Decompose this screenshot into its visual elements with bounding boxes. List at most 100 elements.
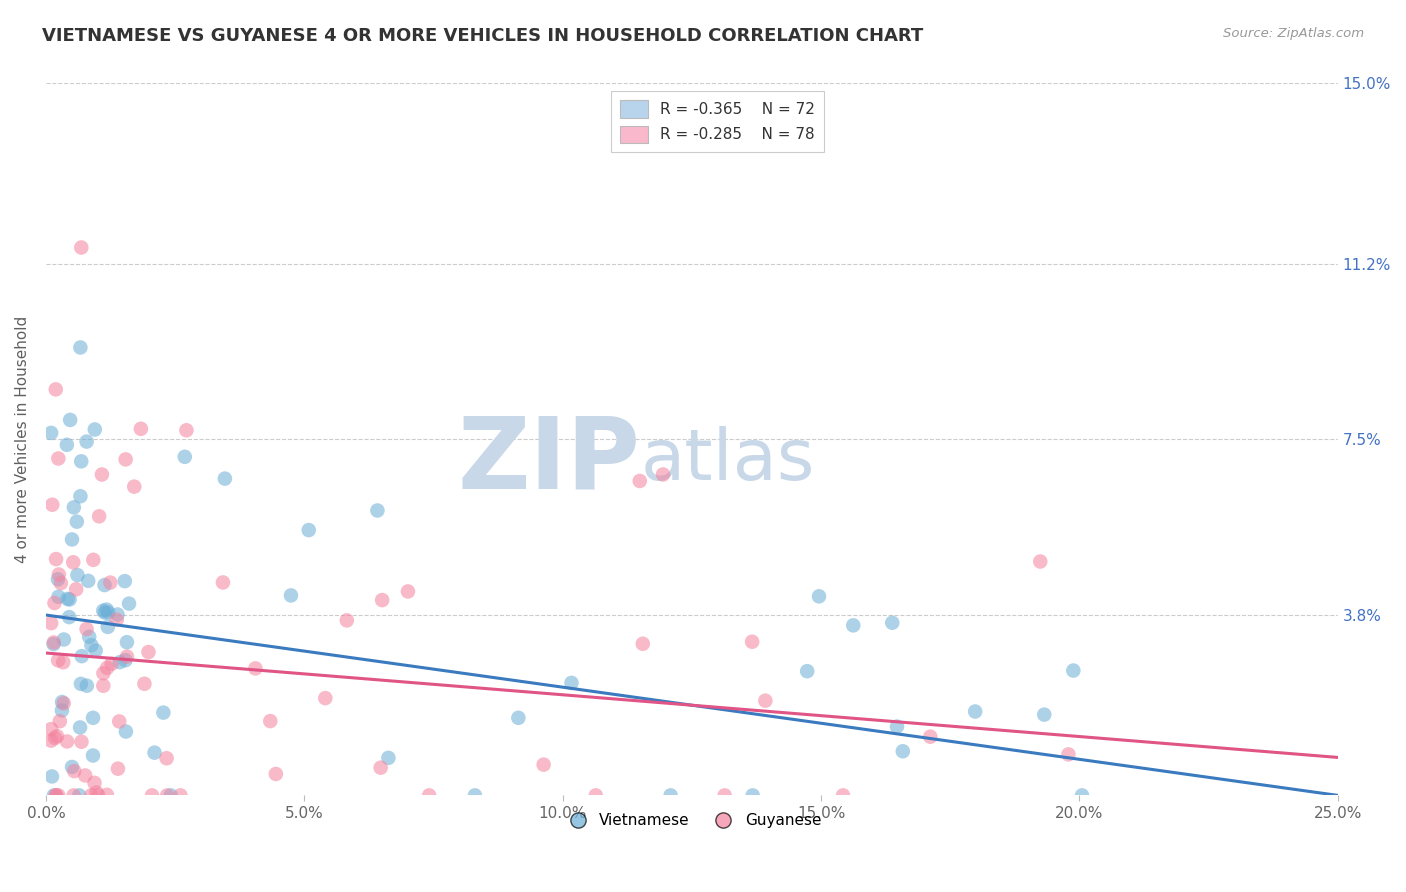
Point [98,575,121,590]
Point [212,575,235,590]
Point [91,604,114,618]
Point [891,744,914,758]
Point [96,788,118,802]
Point [93,578,115,592]
Point [508,711,530,725]
Point [48,590,70,604]
Point [176,423,198,437]
Point [56,438,79,452]
Point [59,413,82,427]
Point [107,762,129,776]
Point [366,503,388,517]
Point [138,645,160,659]
Point [114,574,136,588]
Point [115,724,138,739]
Legend: Vietnamese, Guyanese: Vietnamese, Guyanese [557,806,827,834]
Point [82,748,104,763]
Point [156,751,179,765]
Point [652,467,675,482]
Point [66,568,89,582]
Point [842,618,865,632]
Point [370,761,392,775]
Point [39,425,62,440]
Point [62,789,84,803]
Point [46,451,69,466]
Point [418,789,440,803]
Point [70,454,93,468]
Point [45,552,67,566]
Point [628,474,651,488]
Text: atlas: atlas [640,426,814,495]
Point [66,515,89,529]
Point [91,679,114,693]
Point [41,769,63,783]
Point [41,498,63,512]
Point [173,450,195,464]
Point [741,789,763,803]
Point [49,576,72,591]
Point [39,616,62,631]
Point [796,664,818,678]
Point [45,789,67,803]
Point [46,653,69,667]
Point [70,735,93,749]
Point [965,705,987,719]
Point [115,649,138,664]
Point [65,582,87,597]
Point [533,757,555,772]
Point [70,240,93,254]
Point [69,489,91,503]
Point [83,776,105,790]
Point [83,422,105,436]
Point [832,789,855,803]
Point [48,789,70,803]
Point [336,614,359,628]
Point [87,789,110,803]
Point [67,789,90,803]
Point [49,714,72,729]
Point [52,655,75,669]
Point [1057,747,1080,762]
Y-axis label: 4 or more Vehicles in Household: 4 or more Vehicles in Household [15,316,30,563]
Point [143,746,166,760]
Point [44,731,66,745]
Point [82,711,104,725]
Text: ZIP: ZIP [457,412,640,509]
Point [63,764,86,778]
Point [58,610,80,624]
Point [60,533,83,547]
Point [105,613,128,627]
Point [214,472,236,486]
Point [156,789,179,803]
Point [52,632,75,647]
Point [585,789,607,803]
Point [46,729,69,743]
Point [100,657,122,671]
Point [45,383,67,397]
Point [152,706,174,720]
Point [76,622,98,636]
Point [77,574,100,588]
Point [76,434,98,449]
Point [82,553,104,567]
Point [886,720,908,734]
Point [69,341,91,355]
Point [69,721,91,735]
Point [42,637,65,651]
Point [377,751,399,765]
Point [396,584,419,599]
Point [60,760,83,774]
Point [94,606,117,620]
Point [39,722,62,736]
Point [90,467,112,482]
Point [96,602,118,616]
Point [56,734,79,748]
Point [1071,789,1094,803]
Point [314,691,336,706]
Point [51,695,73,709]
Point [134,677,156,691]
Point [44,596,66,610]
Point [62,555,84,569]
Point [46,572,69,586]
Point [108,714,131,729]
